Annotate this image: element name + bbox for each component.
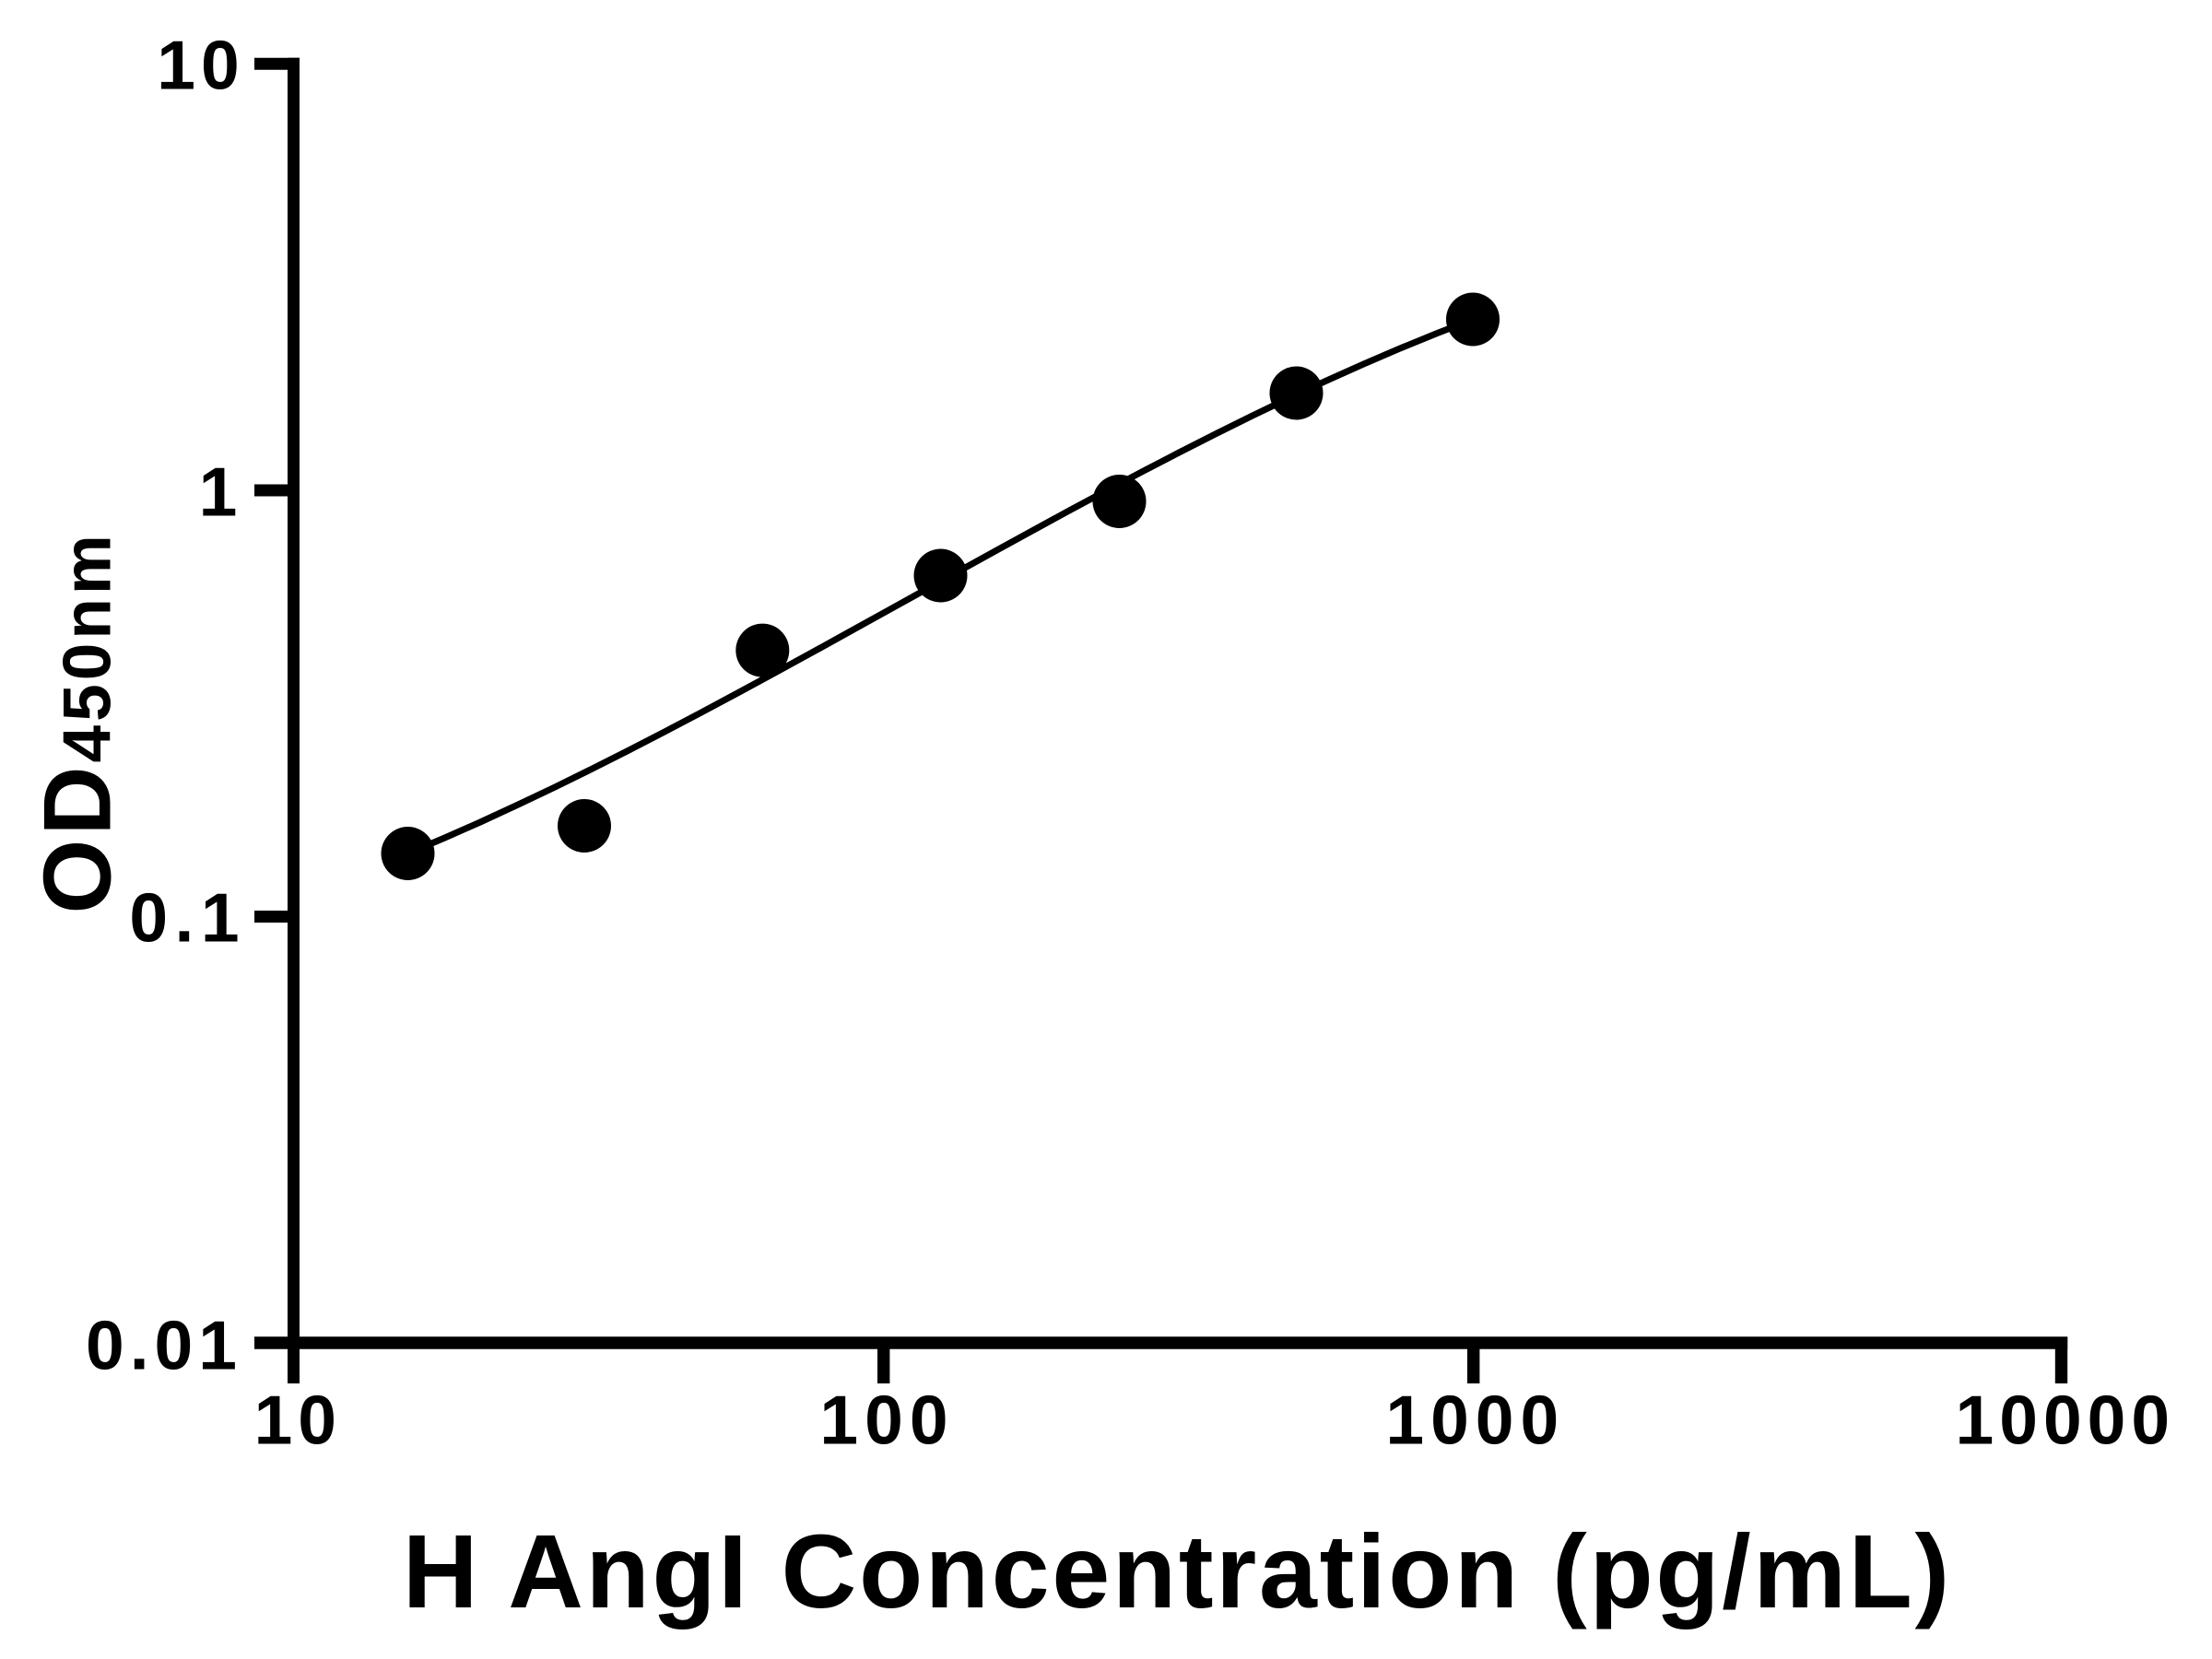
svg-text:H AngI Concentration (pg/mL): H AngI Concentration (pg/mL): [403, 1513, 1952, 1630]
svg-text:0.01: 0.01: [86, 1307, 242, 1384]
svg-text:1: 1: [199, 453, 243, 530]
svg-text:OD450nm: OD450nm: [25, 531, 132, 913]
svg-text:100: 100: [819, 1382, 954, 1459]
svg-text:10: 10: [254, 1382, 342, 1459]
svg-text:0.1: 0.1: [129, 879, 246, 957]
svg-text:10: 10: [157, 26, 244, 103]
svg-text:1000: 1000: [1385, 1382, 1565, 1459]
svg-text:10000: 10000: [1956, 1382, 2176, 1459]
